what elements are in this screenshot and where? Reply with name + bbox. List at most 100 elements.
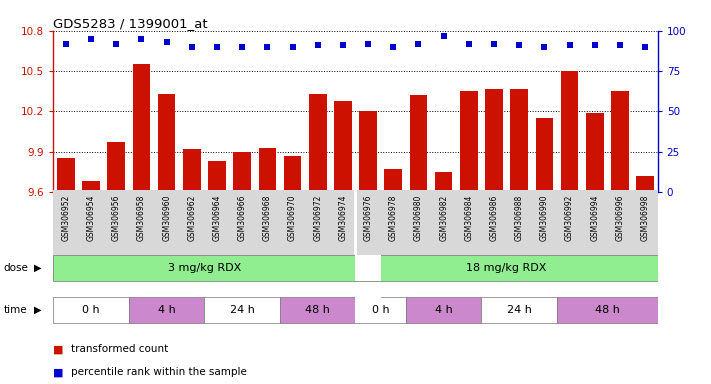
- Bar: [158, 94, 176, 192]
- Text: 0 h: 0 h: [82, 305, 100, 315]
- Point: [111, 41, 122, 47]
- Point: [312, 42, 324, 48]
- Point: [287, 44, 298, 50]
- Bar: [233, 152, 251, 192]
- Text: transformed count: transformed count: [71, 344, 169, 354]
- Text: GSM306962: GSM306962: [187, 195, 196, 241]
- Point: [589, 42, 600, 48]
- Bar: [359, 111, 377, 192]
- Text: GSM306994: GSM306994: [590, 195, 599, 241]
- Bar: [460, 91, 478, 192]
- Point: [513, 42, 525, 48]
- Text: 4 h: 4 h: [434, 305, 452, 315]
- Text: GDS5283 / 1399001_at: GDS5283 / 1399001_at: [53, 17, 208, 30]
- Bar: [586, 113, 604, 192]
- Text: ▶: ▶: [34, 305, 42, 315]
- Point: [237, 44, 248, 50]
- Text: GSM306986: GSM306986: [489, 195, 498, 241]
- Point: [438, 33, 449, 39]
- Bar: [510, 89, 528, 192]
- Point: [211, 44, 223, 50]
- Text: GSM306982: GSM306982: [439, 195, 448, 241]
- FancyBboxPatch shape: [356, 255, 658, 281]
- Text: GSM306954: GSM306954: [87, 195, 95, 241]
- FancyBboxPatch shape: [356, 297, 380, 323]
- Text: 4 h: 4 h: [158, 305, 176, 315]
- Text: GSM306980: GSM306980: [414, 195, 423, 241]
- Bar: [385, 169, 402, 192]
- Point: [136, 36, 147, 42]
- FancyBboxPatch shape: [356, 255, 380, 281]
- Bar: [107, 142, 125, 192]
- Bar: [82, 181, 100, 192]
- Text: GSM306966: GSM306966: [237, 195, 247, 241]
- Point: [363, 41, 374, 47]
- Text: GSM306992: GSM306992: [565, 195, 574, 241]
- Point: [186, 44, 198, 50]
- Text: 0 h: 0 h: [372, 305, 390, 315]
- Text: GSM306998: GSM306998: [641, 195, 650, 241]
- Text: GSM306964: GSM306964: [213, 195, 222, 241]
- Bar: [410, 95, 427, 192]
- Text: GSM306988: GSM306988: [515, 195, 524, 241]
- Text: GSM306976: GSM306976: [363, 195, 373, 241]
- Text: GSM306952: GSM306952: [61, 195, 70, 241]
- Point: [639, 44, 651, 50]
- Point: [463, 41, 474, 47]
- FancyBboxPatch shape: [205, 297, 280, 323]
- Text: ■: ■: [53, 344, 64, 354]
- Text: 48 h: 48 h: [595, 305, 620, 315]
- Text: GSM306956: GSM306956: [112, 195, 121, 241]
- FancyBboxPatch shape: [406, 297, 481, 323]
- Point: [387, 44, 399, 50]
- Text: GSM306958: GSM306958: [137, 195, 146, 241]
- Text: GSM306974: GSM306974: [338, 195, 348, 241]
- Text: time: time: [4, 305, 27, 315]
- Bar: [183, 149, 201, 192]
- Bar: [208, 161, 226, 192]
- Text: GSM306984: GSM306984: [464, 195, 474, 241]
- FancyBboxPatch shape: [280, 297, 356, 323]
- Text: GSM306968: GSM306968: [263, 195, 272, 241]
- Bar: [485, 89, 503, 192]
- Bar: [309, 94, 326, 192]
- Text: GSM306970: GSM306970: [288, 195, 297, 241]
- Bar: [435, 172, 452, 192]
- Bar: [259, 148, 276, 192]
- Point: [614, 42, 626, 48]
- Bar: [133, 64, 150, 192]
- Text: percentile rank within the sample: percentile rank within the sample: [71, 367, 247, 377]
- Point: [337, 42, 348, 48]
- Text: GSM306978: GSM306978: [389, 195, 397, 241]
- Text: GSM306960: GSM306960: [162, 195, 171, 241]
- Bar: [334, 101, 352, 192]
- Text: dose: dose: [4, 263, 28, 273]
- FancyBboxPatch shape: [481, 297, 557, 323]
- Bar: [57, 159, 75, 192]
- Text: 24 h: 24 h: [507, 305, 532, 315]
- FancyBboxPatch shape: [356, 297, 406, 323]
- FancyBboxPatch shape: [557, 297, 658, 323]
- Bar: [284, 156, 301, 192]
- Text: 3 mg/kg RDX: 3 mg/kg RDX: [168, 263, 241, 273]
- Point: [488, 41, 500, 47]
- Point: [161, 39, 172, 45]
- FancyBboxPatch shape: [53, 297, 129, 323]
- Point: [85, 36, 97, 42]
- Bar: [636, 176, 654, 192]
- Bar: [561, 71, 578, 192]
- Text: ▶: ▶: [34, 263, 42, 273]
- Point: [413, 41, 424, 47]
- Point: [539, 44, 550, 50]
- Bar: [611, 91, 629, 192]
- Text: GSM306996: GSM306996: [616, 195, 624, 241]
- Text: ■: ■: [53, 367, 64, 377]
- Text: GSM306990: GSM306990: [540, 195, 549, 241]
- FancyBboxPatch shape: [129, 297, 205, 323]
- Point: [262, 44, 273, 50]
- FancyBboxPatch shape: [53, 255, 356, 281]
- Text: 18 mg/kg RDX: 18 mg/kg RDX: [466, 263, 547, 273]
- Bar: [535, 118, 553, 192]
- Text: 48 h: 48 h: [305, 305, 330, 315]
- Point: [60, 41, 72, 47]
